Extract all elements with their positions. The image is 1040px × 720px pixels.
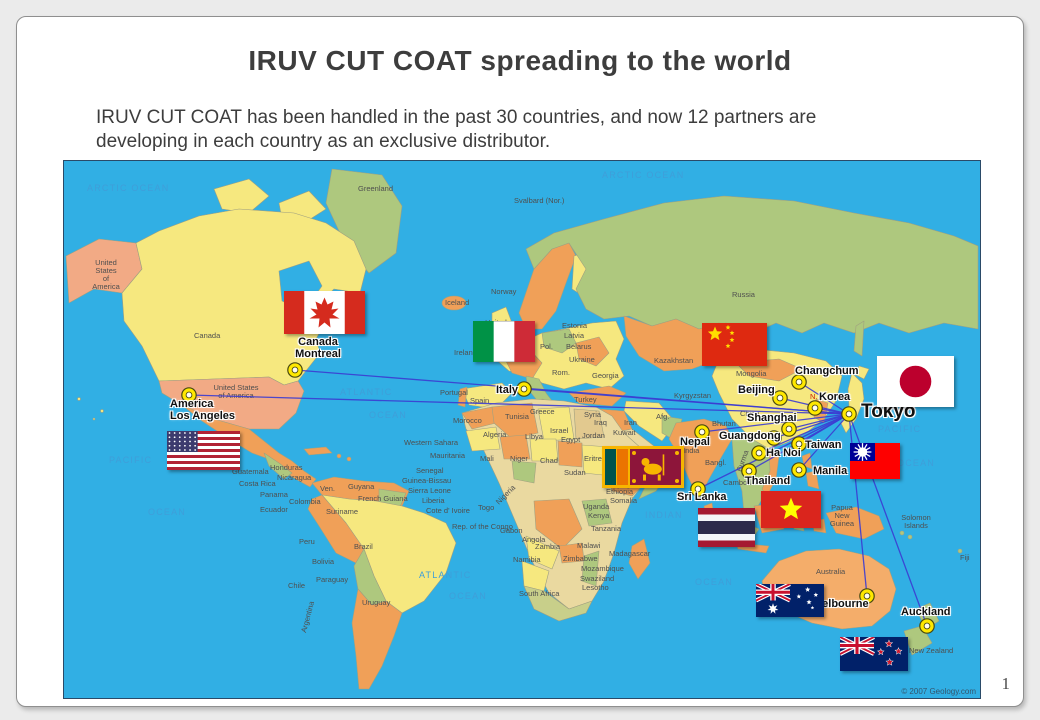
map-marker-thailand: [741, 463, 757, 479]
location-label-shanghai: Shanghai: [747, 412, 797, 424]
connection-line-tokyo-los-angeles: [187, 392, 850, 415]
map-marker-changchun: [791, 374, 807, 390]
map-marker-melbourne: [859, 588, 875, 604]
location-label-hanoi: Ha Noi: [766, 447, 801, 459]
location-label-melbourne: Melbourne: [813, 598, 869, 610]
location-label-sri-lanka: Sri Lanka: [677, 491, 727, 503]
world-map-land: [65, 168, 979, 690]
location-label-taiwan: Taiwan: [805, 439, 842, 451]
location-label-guangdong: Guangdong: [719, 430, 781, 442]
connection-line-tokyo-hanoi: [757, 413, 850, 454]
location-label-italy: Italy: [496, 384, 519, 396]
map-credit: © 2007 Geology.com: [901, 687, 976, 696]
location-label-los-angeles: America Los Angeles: [170, 398, 235, 422]
flag-china-icon: [702, 323, 767, 366]
map-marker-auckland: [919, 618, 935, 634]
slide-body-text: IRUV CUT COAT has been handled in the pa…: [96, 107, 817, 152]
location-label-auckland: Auckland: [901, 606, 951, 618]
connection-network: [181, 362, 935, 634]
map-marker-los-angeles: [181, 387, 197, 403]
map-marker-guangdong: [766, 430, 782, 446]
connection-line-tokyo-manila: [798, 413, 850, 471]
flag-japan-icon: [877, 356, 954, 407]
map-marker-tokyo: [841, 406, 857, 422]
flag-sri-lanka-icon: [602, 446, 684, 488]
connection-line-tokyo-sri-lanka: [696, 413, 850, 490]
flag-italy-icon: [472, 320, 536, 363]
map-marker-hanoi: [751, 445, 767, 461]
map-marker-italy: [516, 381, 532, 397]
page-number: 1: [1001, 674, 1011, 693]
map-marker-korea: [807, 400, 823, 416]
connection-line-tokyo-melbourne: [848, 413, 869, 598]
flag-vietnam-icon: [761, 491, 821, 528]
location-label-changchun: Changchum: [795, 365, 859, 377]
map-marker-sri-lanka: [690, 481, 706, 497]
world-map: © 2007 Geology.com ARCTIC OCEAN ARCTIC OC…: [63, 160, 981, 699]
map-marker-taiwan: [791, 436, 807, 452]
flag-new-zealand-icon: [839, 635, 908, 671]
map-marker-nepal: [694, 424, 710, 440]
flag-canada-icon: [284, 291, 365, 334]
map-marker-montreal: [287, 362, 303, 378]
connection-line-tokyo-changchun: [797, 381, 850, 415]
location-label-korea: Korea: [819, 391, 851, 403]
location-label-manila: Manila: [813, 465, 848, 477]
map-marker-manila: [791, 462, 807, 478]
connection-line-tokyo-nepal: [700, 413, 850, 434]
flag-thailand-icon: [698, 508, 755, 547]
map-marker-beijing: [772, 390, 788, 406]
flag-taiwan-icon: [850, 443, 900, 479]
location-label-beijing: Beijing: [738, 384, 775, 396]
connection-line-tokyo-shanghai: [787, 413, 850, 430]
location-label-nepal: Nepal: [680, 436, 710, 448]
map-marker-shanghai: [781, 421, 797, 437]
location-label-montreal: Canada Montreal: [295, 336, 341, 360]
connection-line-tokyo-italy: [522, 386, 850, 415]
location-label-thailand: Thailand: [745, 475, 791, 487]
flag-australia-icon: [755, 582, 824, 617]
slide-title: IRUV CUT COAT spreading to the world: [248, 45, 792, 76]
slide: IRUV CUT COAT spreading to the world IRU…: [16, 16, 1024, 707]
flag-usa-icon: [167, 431, 240, 470]
